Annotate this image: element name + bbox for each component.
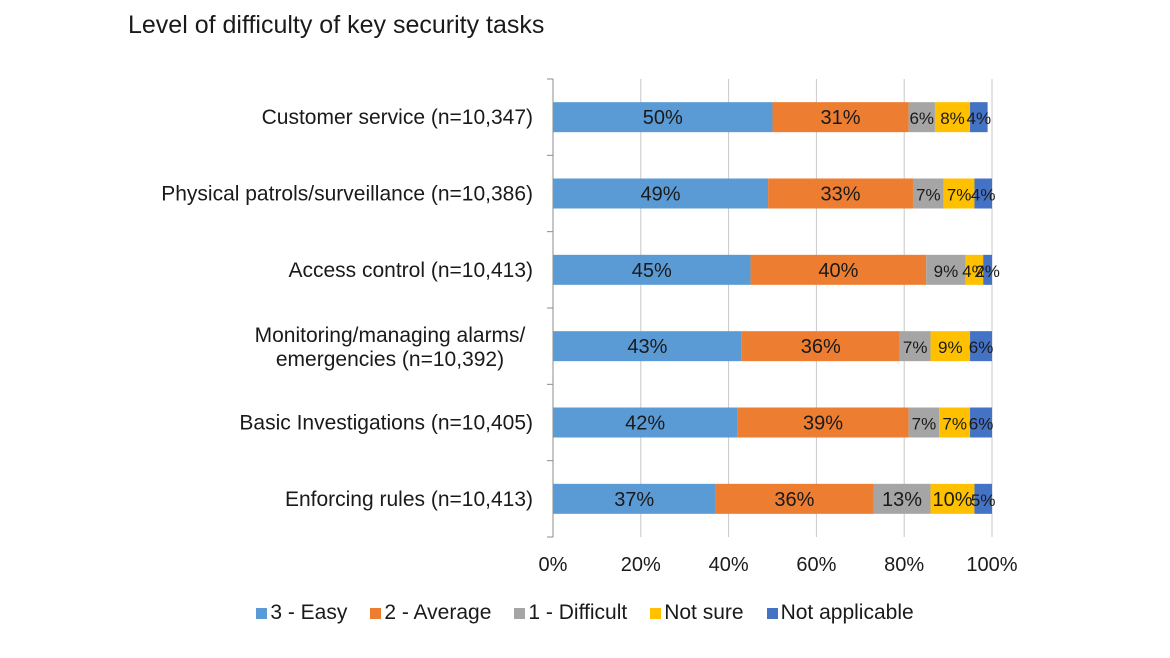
data-label: 49% [641, 184, 681, 206]
data-label: 42% [625, 413, 665, 435]
legend-label: 2 - Average [384, 601, 492, 624]
bar-segment [899, 331, 931, 362]
data-label: 9% [938, 338, 963, 357]
bar-segment [974, 483, 992, 514]
data-label: 43% [627, 336, 667, 358]
bar-segment [926, 254, 966, 285]
bar-segment [908, 102, 935, 133]
legend-item: 2 - Average [370, 601, 491, 625]
legend-label: 1 - Difficult [528, 601, 628, 624]
legend-label: 3 - Easy [270, 601, 348, 624]
bar-segment [974, 178, 992, 209]
category-label: Customer service (n=10,347) [262, 106, 533, 129]
legend-swatch [256, 607, 268, 619]
bar-segment [908, 407, 940, 438]
data-label: 40% [818, 260, 858, 282]
data-label: 39% [803, 413, 843, 435]
data-label: 45% [632, 260, 672, 282]
x-tick-label: 20% [621, 554, 661, 576]
data-label: 7% [912, 415, 937, 434]
x-tick-label: 40% [709, 554, 749, 576]
bar-segment [930, 331, 971, 362]
legend-label: Not applicable [780, 601, 914, 624]
data-label: 2% [975, 262, 1000, 281]
x-tick-label: 0% [539, 554, 568, 576]
chart-title: Level of difficulty of key security task… [128, 11, 545, 39]
bar-segment [741, 331, 900, 362]
bar-segment [970, 102, 988, 133]
category-label: Basic Investigations (n=10,405) [239, 412, 533, 435]
bar-segment [737, 407, 909, 438]
data-label: 37% [614, 489, 654, 511]
x-tick-label: 100% [966, 554, 1017, 576]
category-label: Enforcing rules (n=10,413) [285, 488, 533, 511]
bar-segment [750, 254, 927, 285]
data-label: 9% [934, 262, 959, 281]
bar-segment [768, 178, 913, 209]
legend-swatch [514, 607, 526, 619]
bar-segment [873, 483, 931, 514]
bar-segment [934, 102, 971, 133]
bar-segment [912, 178, 944, 209]
data-label: 10% [932, 489, 972, 511]
data-label: 6% [969, 338, 994, 357]
bar-segment [772, 102, 909, 133]
data-label: 4% [967, 109, 992, 128]
data-label: 6% [969, 415, 994, 434]
legend-item: Not applicable [766, 601, 914, 625]
legend-swatch [370, 607, 382, 619]
legend-item: Not sure [650, 601, 744, 625]
bar-segment [943, 178, 975, 209]
bar-segment [965, 254, 984, 285]
bar-segment [970, 407, 992, 438]
bar-segment [715, 483, 874, 514]
legend-swatch [766, 607, 778, 619]
bar-segment [930, 483, 975, 514]
data-label: 6% [909, 109, 934, 128]
data-label: 13% [882, 489, 922, 511]
bar-segment [553, 178, 769, 209]
category-label: Access control (n=10,413) [288, 259, 533, 282]
category-label: Physical patrols/surveillance (n=10,386) [161, 183, 533, 206]
legend-item: 1 - Difficult [514, 601, 627, 625]
bar-segment [553, 331, 742, 362]
legend-swatch [650, 607, 662, 619]
bar-segment [553, 254, 751, 285]
legend-label: Not sure [664, 601, 744, 624]
bar-segment [553, 102, 773, 133]
data-label: 36% [774, 489, 814, 511]
data-label: 50% [643, 107, 683, 129]
data-label: 33% [821, 184, 861, 206]
legend-item: 3 - Easy [256, 601, 347, 625]
category-label: Monitoring/managing alarms/emergencies (… [255, 324, 526, 371]
bar-segment [553, 407, 738, 438]
data-label: 4% [962, 262, 987, 281]
bar-segment [939, 407, 971, 438]
bar-segment [983, 254, 992, 285]
data-label: 8% [940, 109, 965, 128]
data-label: 7% [916, 186, 941, 205]
chart-legend: 3 - Easy 2 - Average 1 - Difficult Not sure… [0, 601, 1170, 625]
bar-segment [970, 331, 992, 362]
data-label: 7% [947, 186, 972, 205]
x-tick-label: 60% [796, 554, 836, 576]
data-label: 7% [942, 415, 967, 434]
x-tick-label: 80% [884, 554, 924, 576]
bar-segment [553, 483, 716, 514]
data-label: 4% [971, 186, 996, 205]
data-label: 31% [821, 107, 861, 129]
data-label: 5% [971, 491, 996, 510]
data-label: 7% [903, 338, 928, 357]
data-label: 36% [801, 336, 841, 358]
